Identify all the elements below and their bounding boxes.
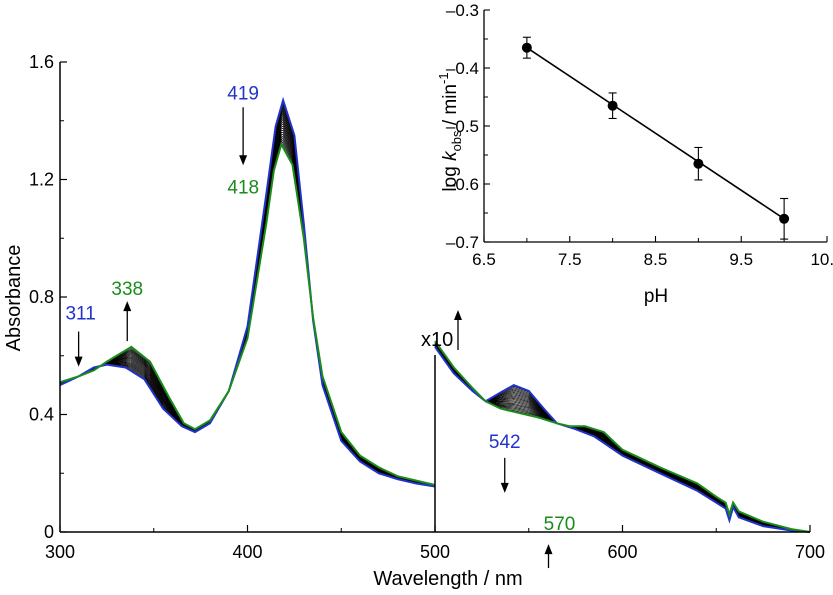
uv-intermediate-curve <box>59 121 436 487</box>
inset-x-tick-label: 8.5 <box>644 250 668 269</box>
arrow-338-up-head <box>123 301 132 312</box>
arrow-311-down-head <box>74 356 83 367</box>
inset-ylabel-k: k <box>440 150 461 161</box>
uv-intermediate-curve <box>59 116 436 487</box>
inset-x-axis-title: pH <box>644 286 668 307</box>
inset-y-tick-label: –0.3 <box>446 1 479 20</box>
inset-x-tick-label: 10.5 <box>810 250 833 269</box>
inset-y-tick-label: –0.4 <box>446 59 479 78</box>
inset-ylabel-exp: -1 <box>436 72 451 84</box>
y-tick-label: 0.8 <box>29 287 54 307</box>
peak-annotations: 419 418 311 338 542 570 <box>65 83 576 569</box>
inset-ylabel-unit: / min <box>440 84 461 130</box>
data-point <box>779 213 790 224</box>
inset-ylabel-log: log <box>440 161 461 192</box>
peak-label-311: 311 <box>65 304 95 325</box>
spectral-curves <box>59 96 811 533</box>
inset-x-tick-label: 6.5 <box>472 250 496 269</box>
inset-y-tick-label: –0.5 <box>446 117 479 136</box>
inset-y-axis-title: log kobs / min-1 <box>436 72 464 191</box>
inset-y-tick-label: –0.6 <box>446 175 479 194</box>
inset-ylabel-sub: obs <box>449 130 464 151</box>
arrow-338-up <box>123 301 132 342</box>
data-point <box>521 42 532 53</box>
arrow-570-up <box>544 544 553 569</box>
peak-label-418: 418 <box>227 178 259 199</box>
inset-x-tick-label: 7.5 <box>558 250 582 269</box>
peak-label-542: 542 <box>489 432 521 453</box>
arrow-x10-start-up-head <box>454 310 462 320</box>
vis-x10-initial-curve <box>434 346 811 533</box>
x-tick-label: 600 <box>607 542 637 562</box>
arrow-311-down <box>74 331 83 367</box>
scale-break-label: x10 <box>421 329 453 351</box>
uv-initial-curve <box>59 96 436 488</box>
x-tick-label: 400 <box>232 542 262 562</box>
y-tick-label: 1.6 <box>29 52 54 72</box>
inset-y-tick-label: –0.7 <box>446 233 479 252</box>
peak-label-338: 338 <box>111 279 143 300</box>
inset-chart: 6.57.58.59.510.5–0.3–0.4–0.5–0.6–0.7 pH … <box>436 1 833 307</box>
peak-label-570: 570 <box>544 514 576 535</box>
data-point <box>607 100 618 111</box>
vis-x10-final-curve <box>434 340 811 533</box>
y-tick-label: 1.2 <box>29 170 54 190</box>
inset-marks <box>521 36 790 240</box>
uv-intermediate-curve <box>59 114 436 487</box>
arrow-soret-down <box>239 107 248 166</box>
x-tick-label: 500 <box>420 542 450 562</box>
arrow-soret-down-head <box>239 155 248 166</box>
y-tick-label: 0.4 <box>29 405 54 425</box>
inset-x-tick-label: 9.5 <box>729 250 753 269</box>
x-axis-title: Wavelength / nm <box>373 568 522 590</box>
arrow-x10-start-up <box>454 310 462 350</box>
fit-line <box>526 47 785 220</box>
y-tick-label: 0 <box>44 522 54 542</box>
uv-final-curve <box>59 141 436 486</box>
arrow-570-up-head <box>544 544 553 555</box>
x-tick-label: 300 <box>45 542 75 562</box>
arrow-542-down-head <box>500 482 509 493</box>
peak-label-419: 419 <box>227 83 259 104</box>
x-tick-label: 700 <box>795 542 825 562</box>
main-chart: 300 400 500 600 700 0 0.4 0.8 1.2 1.6 419 418 311 33… <box>3 52 825 590</box>
arrow-542-down <box>500 457 509 493</box>
y-axis-title: Absorbance <box>3 245 25 352</box>
uv-intermediate-curve <box>59 118 436 487</box>
inset-axes: 6.5 7.5 8.5 9.5 10.5 –0.3 –0.4 –0.5 –0.6 –0.7 <box>446 1 833 269</box>
main-axes: 300 400 500 600 700 0 0.4 0.8 1.2 1.6 <box>29 52 825 562</box>
data-point <box>693 158 704 169</box>
